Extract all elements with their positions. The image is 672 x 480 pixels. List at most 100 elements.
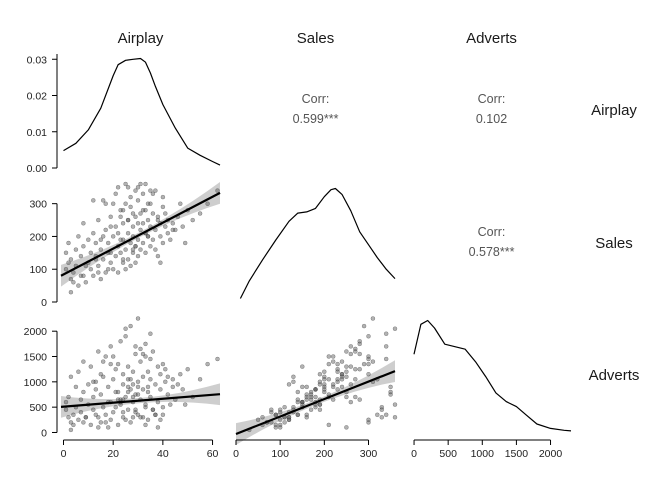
scatter-point bbox=[165, 230, 171, 236]
scatter-point bbox=[160, 404, 166, 410]
x-tick-label: 2000 bbox=[539, 448, 563, 460]
scatter-point bbox=[123, 266, 128, 272]
scatter-point bbox=[78, 409, 84, 415]
scatter-point bbox=[353, 377, 358, 382]
scatter-point bbox=[110, 266, 116, 272]
scatter-point bbox=[170, 221, 176, 226]
scatter-point bbox=[68, 374, 74, 380]
scatter-point bbox=[96, 349, 101, 354]
scatter-point bbox=[215, 356, 220, 362]
row-strip-label-airplay: Airplay bbox=[591, 102, 637, 119]
scatter-point bbox=[322, 369, 327, 374]
scatter-point bbox=[348, 364, 354, 369]
scatter-point bbox=[392, 402, 398, 407]
scatter-point bbox=[128, 377, 133, 382]
scatter-point bbox=[205, 201, 210, 206]
scatter-point bbox=[138, 359, 143, 364]
scatter-point bbox=[71, 422, 76, 428]
scatter-point bbox=[344, 425, 349, 430]
scatter-point bbox=[170, 377, 176, 382]
scatter-point bbox=[300, 399, 305, 405]
scatter-point bbox=[335, 369, 340, 374]
scatter-point bbox=[260, 415, 265, 420]
scatter-point bbox=[158, 260, 163, 265]
scatter-point bbox=[108, 344, 113, 349]
scatter-point bbox=[133, 344, 138, 349]
scatter-point bbox=[138, 211, 143, 216]
scatter-point bbox=[71, 412, 76, 418]
y-tick-label: 500 bbox=[29, 402, 47, 414]
scatter-point bbox=[145, 369, 151, 374]
scatter-point bbox=[88, 364, 94, 369]
scatter-point bbox=[130, 211, 136, 216]
scatter-point bbox=[322, 374, 327, 380]
scatter-point bbox=[326, 354, 332, 359]
scatter-point bbox=[366, 354, 371, 359]
scatter-point bbox=[282, 404, 287, 410]
scatter-point bbox=[300, 364, 305, 369]
scatter-point bbox=[335, 379, 340, 385]
scatter-point bbox=[379, 407, 385, 412]
scatter-point bbox=[322, 384, 327, 390]
scatter-point bbox=[103, 354, 108, 359]
scatter-point bbox=[143, 341, 148, 347]
row-strip-label-adverts: Adverts bbox=[589, 367, 640, 384]
scatter-point bbox=[155, 399, 161, 405]
scatter-point bbox=[123, 247, 128, 252]
scatter-point bbox=[128, 420, 133, 425]
scatter-point bbox=[370, 359, 376, 364]
scatter-point bbox=[286, 417, 292, 423]
scatter-point bbox=[110, 354, 116, 359]
scatter-point bbox=[330, 354, 336, 359]
scatter-point bbox=[155, 217, 161, 223]
scatter-point bbox=[383, 412, 389, 418]
scatter-point bbox=[115, 389, 121, 395]
scatter-point bbox=[120, 237, 126, 242]
scatter-point bbox=[140, 221, 146, 226]
scatter-point bbox=[93, 412, 99, 418]
scatter-point bbox=[76, 369, 81, 374]
scatter-point bbox=[326, 422, 332, 428]
scatter-point bbox=[335, 377, 340, 382]
scatter-point bbox=[185, 366, 190, 372]
scatter-point bbox=[110, 201, 116, 206]
row-strip-label-sales: Sales bbox=[595, 235, 633, 252]
scatter-point bbox=[291, 379, 296, 385]
scatter-point bbox=[118, 237, 123, 242]
scatter-point bbox=[182, 240, 188, 246]
scatter-point bbox=[133, 407, 138, 412]
scatter-point bbox=[130, 382, 136, 387]
scatter-point bbox=[143, 250, 148, 256]
scatter-point bbox=[135, 384, 141, 390]
panel-adverts-sales bbox=[235, 316, 398, 445]
scatter-point bbox=[100, 257, 106, 262]
scatter-point bbox=[295, 397, 301, 402]
scatter-point bbox=[103, 201, 108, 206]
scatter-point bbox=[148, 244, 153, 249]
scatter-point bbox=[143, 422, 148, 428]
scatter-point bbox=[120, 382, 126, 387]
scatter-point bbox=[388, 384, 393, 390]
scatter-point bbox=[197, 211, 203, 216]
scatter-point bbox=[123, 201, 128, 206]
scatter-point bbox=[317, 379, 323, 385]
scatter-point bbox=[155, 214, 161, 220]
scatter-point bbox=[330, 384, 336, 390]
density-curve-sales bbox=[239, 187, 396, 299]
scatter-point bbox=[133, 188, 138, 193]
scatter-point bbox=[269, 409, 274, 415]
scatter-point bbox=[120, 257, 126, 262]
scatter-point bbox=[308, 392, 314, 397]
scatter-point bbox=[123, 181, 128, 187]
scatter-point bbox=[291, 404, 296, 410]
scatter-point bbox=[170, 384, 176, 390]
scatter-point bbox=[140, 415, 146, 420]
scatter-point bbox=[155, 253, 161, 259]
scatter-point bbox=[130, 369, 136, 374]
scatter-point bbox=[165, 392, 171, 397]
scatter-point bbox=[344, 369, 349, 374]
scatter-point bbox=[123, 326, 128, 331]
panel-sales-adverts: Corr: 0.578*** bbox=[469, 225, 515, 259]
scatter-point bbox=[348, 344, 354, 349]
scatter-point bbox=[103, 420, 108, 425]
